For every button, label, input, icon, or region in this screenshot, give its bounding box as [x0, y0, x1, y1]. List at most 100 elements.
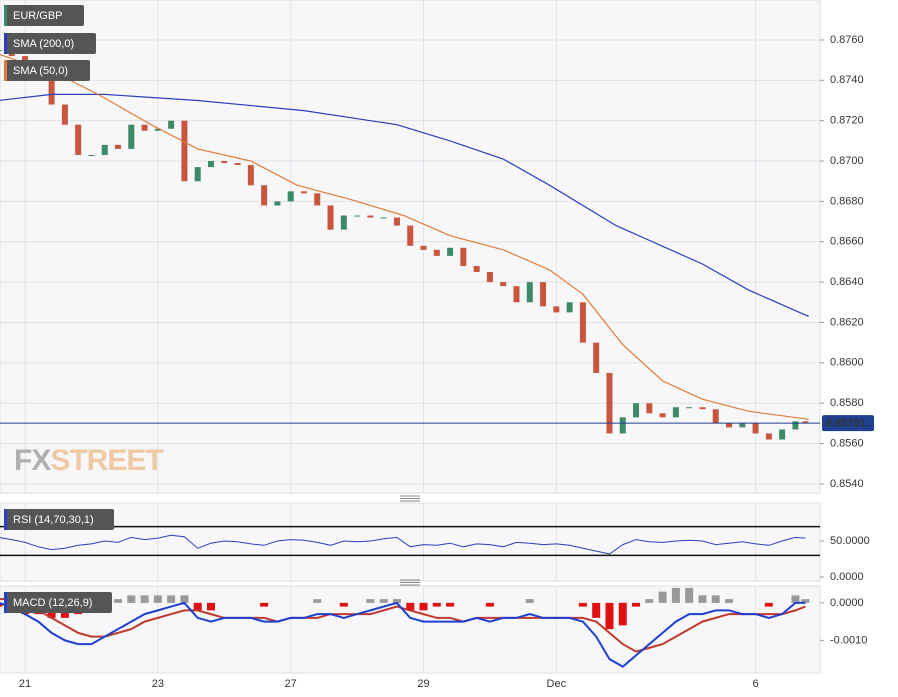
candle — [619, 417, 626, 434]
x-tick-label: 23 — [152, 678, 164, 690]
legend-box — [4, 5, 84, 26]
histogram-bar — [592, 602, 601, 618]
candle — [699, 407, 706, 410]
legend-box — [4, 60, 90, 81]
histogram-bar — [260, 602, 269, 607]
histogram-bar — [791, 595, 800, 603]
candle — [712, 409, 719, 424]
legend-label: MACD (12,26,9) — [13, 597, 92, 609]
candle — [420, 245, 427, 250]
legend-box — [4, 592, 112, 613]
candle — [792, 421, 799, 430]
candle — [646, 403, 653, 414]
candle — [88, 154, 95, 156]
histogram-bar — [446, 602, 455, 607]
y-tick-label: 0.8700 — [830, 155, 864, 167]
candle — [207, 161, 214, 168]
y-tick-label: 0.8720 — [830, 115, 864, 127]
x-tick-label: 29 — [417, 678, 429, 690]
candle — [393, 217, 400, 226]
y-tick-label: 0.0000 — [830, 571, 864, 583]
candle — [61, 104, 68, 125]
watermark: FXSTREET — [14, 444, 163, 477]
candle — [726, 423, 733, 428]
histogram-bar — [366, 599, 375, 603]
y-tick-label: 0.8740 — [830, 74, 864, 86]
legend-label: RSI (14,70,30,1) — [13, 514, 94, 526]
line — [0, 53, 809, 420]
x-tick-label: 21 — [19, 678, 31, 690]
candle — [48, 70, 55, 105]
y-tick-label: 0.8580 — [830, 397, 864, 409]
legend-swatch — [4, 60, 7, 81]
histogram-bar — [167, 595, 176, 603]
candle — [473, 265, 480, 273]
x-tick-label: 27 — [285, 678, 297, 690]
candle — [407, 225, 414, 246]
histogram-bar — [578, 602, 587, 607]
y-tick-label: 0.8540 — [830, 478, 864, 490]
candle — [765, 433, 772, 440]
price-panel — [0, 0, 821, 494]
histogram-bar — [432, 602, 441, 607]
legend-box — [4, 509, 114, 530]
candle — [128, 124, 135, 149]
candle — [101, 144, 108, 155]
histogram-bar — [313, 599, 322, 603]
histogram-bar — [605, 602, 614, 630]
candle — [314, 193, 321, 206]
candle — [486, 272, 493, 283]
candle — [460, 247, 467, 266]
y-tick-label: 0.8680 — [830, 195, 864, 207]
candle — [513, 286, 520, 303]
legend-label: SMA (50,0) — [13, 65, 68, 77]
legend: EUR/GBP SMA (200,0) SMA (50,0) RSI (14,70,3… — [4, 5, 114, 613]
candle — [606, 372, 613, 434]
histogram-bar — [419, 602, 428, 611]
line — [0, 601, 806, 668]
y-tick-label: 0.8600 — [830, 357, 864, 369]
legend-swatch — [4, 592, 7, 613]
legend-swatch — [4, 509, 7, 530]
histogram-bar — [725, 599, 734, 603]
candle — [354, 215, 361, 217]
histogram-bar — [406, 602, 415, 611]
histogram-bar — [645, 599, 654, 603]
y-tick-label: 50.0000 — [830, 535, 870, 547]
histogram-bar — [485, 602, 494, 607]
candle — [566, 302, 573, 313]
legend-label: EUR/GBP — [13, 10, 63, 22]
candle — [168, 120, 175, 129]
histogram-bar — [764, 602, 773, 607]
histogram-bar — [206, 602, 215, 611]
candle — [500, 282, 507, 287]
candle — [433, 249, 440, 256]
candle — [181, 120, 188, 182]
candle — [0, 50, 2, 52]
candle — [447, 247, 454, 256]
x-tick-label: Dec — [547, 678, 567, 690]
candle — [340, 215, 347, 230]
histogram-bar — [671, 587, 680, 603]
watermark-fx: FX — [14, 444, 51, 477]
line — [0, 93, 809, 317]
candle — [367, 215, 374, 218]
histogram-bar — [658, 591, 667, 603]
candle — [553, 306, 560, 313]
candle — [194, 167, 201, 182]
candle — [686, 407, 693, 409]
candle — [802, 421, 809, 424]
histogram-bar — [193, 602, 202, 611]
candle — [75, 124, 82, 155]
histogram-bar — [632, 602, 641, 607]
histogram-bar — [127, 595, 136, 603]
panel-grip — [400, 495, 420, 586]
legend-swatch — [4, 33, 7, 54]
candle — [115, 144, 122, 149]
histogram-bar — [685, 587, 694, 603]
candle — [579, 302, 586, 343]
candle — [221, 161, 228, 164]
candle — [141, 124, 148, 131]
candle — [593, 342, 600, 373]
